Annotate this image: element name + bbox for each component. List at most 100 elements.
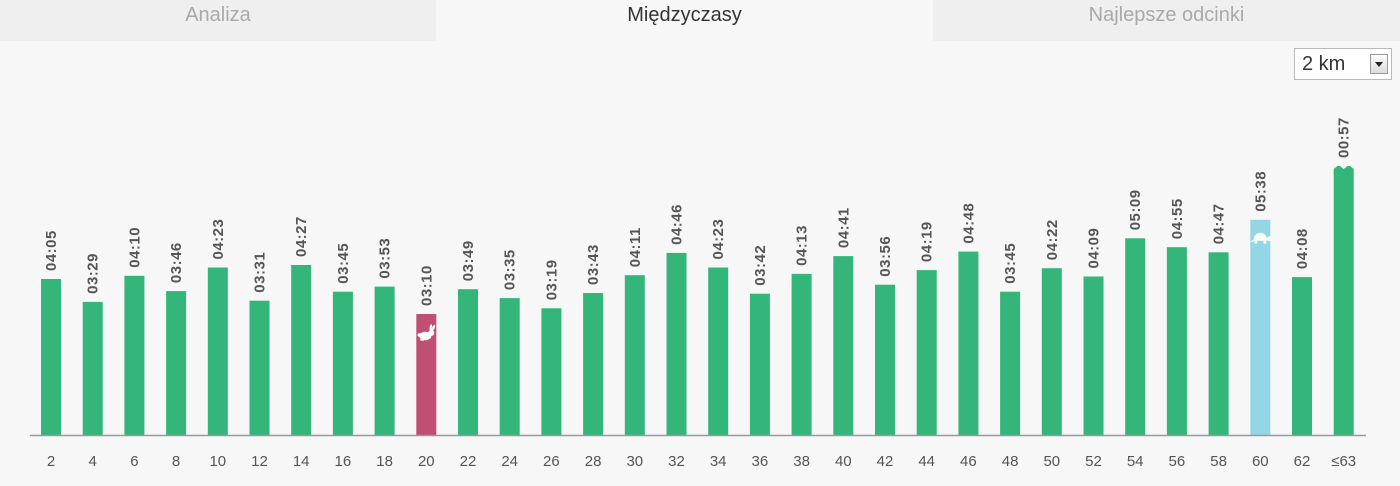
- x-tick-label: 24: [501, 453, 518, 470]
- x-tick-label: 2: [47, 453, 55, 470]
- x-tick-label: 16: [335, 453, 352, 470]
- x-tick-label: 60: [1252, 453, 1269, 470]
- bar[interactable]: [791, 273, 812, 435]
- bar[interactable]: [583, 293, 604, 435]
- x-tick-label: 42: [877, 453, 894, 470]
- value-label: 04:47: [1211, 203, 1228, 244]
- tab-label: Międzyczasy: [627, 4, 742, 26]
- bar[interactable]: [749, 293, 770, 435]
- value-label: 03:49: [460, 240, 477, 281]
- bar[interactable]: [124, 275, 145, 435]
- bar[interactable]: [249, 300, 270, 435]
- value-label: 03:29: [85, 253, 102, 294]
- value-label: 04:48: [960, 203, 977, 244]
- value-label: 04:55: [1169, 198, 1186, 239]
- rabbit-icon: [417, 324, 436, 341]
- value-label: 04:27: [293, 216, 310, 257]
- x-tick-label: 32: [668, 453, 685, 470]
- value-label: 03:19: [543, 259, 560, 300]
- value-label: 03:35: [502, 249, 519, 290]
- x-tick-label: 46: [960, 453, 977, 470]
- x-tick-label: 10: [209, 453, 226, 470]
- tab-analiza[interactable]: Analiza: [0, 0, 436, 41]
- value-label: 00:57: [1336, 117, 1353, 158]
- value-label: 04:11: [627, 227, 644, 267]
- bar[interactable]: [666, 252, 687, 435]
- value-label: 04:10: [126, 227, 143, 268]
- value-label: 04:41: [835, 207, 852, 248]
- bar-break-marker: [1333, 164, 1354, 169]
- value-label: 03:43: [585, 244, 602, 285]
- tab-miedzyczasy[interactable]: Międzyczasy: [436, 0, 933, 41]
- value-label: 03:46: [168, 242, 185, 283]
- bar[interactable]: [916, 270, 937, 435]
- bar[interactable]: [207, 267, 228, 436]
- split-distance-value: 2 km: [1302, 53, 1346, 75]
- bar[interactable]: [291, 265, 312, 435]
- split-distance-select[interactable]: 2 km: [1294, 48, 1392, 80]
- bar[interactable]: [1292, 277, 1312, 435]
- tab-najlepsze-odcinki[interactable]: Najlepsze odcinki: [933, 0, 1400, 41]
- x-tick-label: 38: [793, 453, 810, 470]
- value-label: 05:09: [1127, 189, 1144, 230]
- bar[interactable]: [1041, 268, 1062, 435]
- x-tick-label: ≤63: [1331, 453, 1356, 470]
- tab-label: Analiza: [185, 4, 251, 26]
- bar[interactable]: [1083, 276, 1104, 436]
- value-label: 03:31: [252, 252, 269, 293]
- x-tick-label: 50: [1043, 453, 1060, 470]
- value-label: 04:05: [43, 230, 60, 271]
- x-tick-label: 30: [626, 453, 643, 470]
- bar[interactable]: [82, 301, 103, 435]
- x-tick-label: 54: [1127, 453, 1144, 470]
- x-tick-label: 8: [172, 453, 180, 470]
- x-tick-label: 40: [835, 453, 852, 470]
- x-tick-label: 6: [130, 453, 138, 470]
- value-label: 04:22: [1044, 219, 1061, 260]
- x-tick-label: 20: [418, 453, 435, 470]
- tab-label: Najlepsze odcinki: [1088, 4, 1245, 26]
- bar[interactable]: [1166, 247, 1187, 435]
- value-label: 04:09: [1086, 228, 1103, 269]
- bar[interactable]: [1250, 219, 1271, 435]
- value-label: 03:42: [752, 245, 769, 286]
- bar[interactable]: [374, 286, 395, 435]
- bar[interactable]: [958, 251, 979, 435]
- bar[interactable]: [708, 267, 729, 436]
- value-label: 03:45: [1002, 243, 1019, 284]
- value-label: 04:23: [210, 219, 227, 260]
- chevron-down-icon[interactable]: [1370, 54, 1388, 74]
- bar[interactable]: [458, 289, 478, 435]
- value-label: 04:13: [794, 225, 811, 266]
- x-tick-label: 18: [376, 453, 393, 470]
- bar[interactable]: [875, 284, 895, 435]
- bar[interactable]: [1208, 252, 1229, 435]
- bar[interactable]: [332, 291, 353, 435]
- value-label: 04:08: [1294, 228, 1311, 269]
- x-tick-label: 36: [752, 453, 769, 470]
- x-tick-label: 44: [918, 453, 935, 470]
- x-tick-label: 34: [710, 453, 727, 470]
- x-tick-label: 26: [543, 453, 560, 470]
- bar[interactable]: [833, 256, 854, 435]
- bar[interactable]: [499, 298, 520, 435]
- bar[interactable]: [41, 279, 61, 435]
- value-label: 04:46: [669, 204, 686, 245]
- tab-bar: Analiza Międzyczasy Najlepsze odcinki: [0, 0, 1400, 41]
- x-tick-label: 4: [89, 453, 97, 470]
- value-label: 03:56: [877, 236, 894, 277]
- x-tick-label: 28: [585, 453, 602, 470]
- x-tick-label: 62: [1294, 453, 1311, 470]
- bar[interactable]: [1125, 238, 1146, 435]
- value-label: 04:23: [710, 219, 727, 260]
- x-tick-label: 22: [460, 453, 477, 470]
- bar[interactable]: [166, 291, 187, 435]
- x-tick-label: 14: [293, 453, 310, 470]
- value-label: 03:53: [377, 238, 394, 279]
- bar[interactable]: [416, 314, 437, 435]
- bar[interactable]: [541, 308, 562, 435]
- bar[interactable]: [624, 275, 645, 435]
- bar[interactable]: [1000, 291, 1021, 435]
- bar[interactable]: [1333, 166, 1354, 435]
